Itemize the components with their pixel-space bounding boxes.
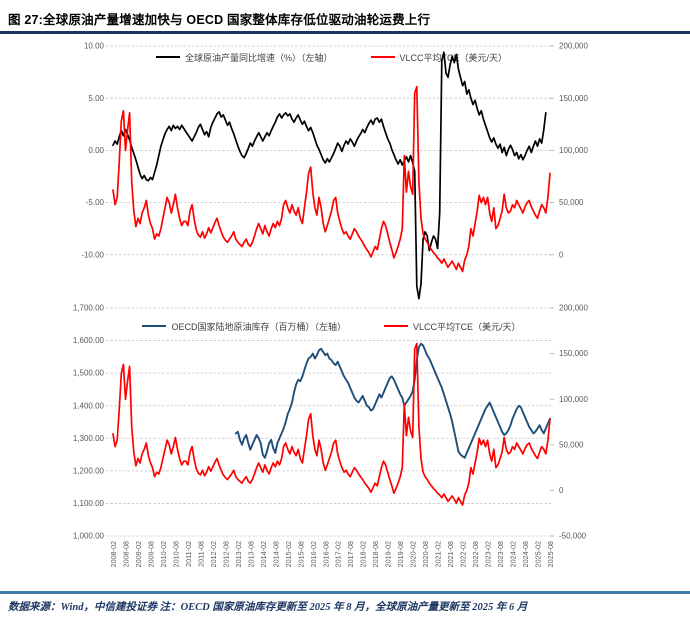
y-axis-label-right: 100,000 xyxy=(559,146,588,155)
x-axis-label: 2014-02 xyxy=(259,541,268,567)
x-axis-label: 2010-08 xyxy=(171,541,180,567)
y-axis-label-right: 150,000 xyxy=(559,94,588,103)
series-line-production-yoy-pct xyxy=(112,51,547,300)
x-axis-label: 2018-08 xyxy=(371,541,380,567)
legend-item-production-growth: 全球原油产量同比增速（%）（左轴） xyxy=(155,51,333,64)
y-axis-label-left: 5.00 xyxy=(88,94,104,103)
source-note: 数据来源：Wind，中信建投证券 注：OECD 国家原油库存更新至 2025 年… xyxy=(8,602,528,613)
series-line-vlcc-tce-usd-day xyxy=(112,342,551,506)
legend-item-vlcc-tce-top: VLCC平均TCE（美元/天） xyxy=(370,51,508,64)
series-line-oecd-land-crude-inventory-mb xyxy=(234,342,551,459)
y-axis-label-left: 1,100.00 xyxy=(73,499,105,508)
x-axis-label: 2015-08 xyxy=(296,541,305,567)
legend-top-chart: 全球原油产量同比增速（%）（左轴） VLCC平均TCE（美元/天） xyxy=(113,50,550,64)
y-axis-label-left: 1,300.00 xyxy=(73,434,105,443)
series-line-vlcc-tce-usd-day xyxy=(112,85,551,273)
y-axis-label-right: -50,000 xyxy=(559,532,587,541)
x-axis-label: 2024-08 xyxy=(521,541,530,567)
y-axis-label-right: 200,000 xyxy=(559,304,588,313)
legend-line-oecd-inventory xyxy=(142,324,167,328)
legend-label-production-growth: 全球原油产量同比增速（%）（左轴） xyxy=(184,52,333,63)
legend-item-vlcc-tce-bottom: VLCC平均TCE（美元/天） xyxy=(384,320,521,333)
x-axis-label: 2020-02 xyxy=(409,541,418,567)
y-axis-label-left: 0.00 xyxy=(88,146,104,155)
footer-divider xyxy=(0,591,690,594)
x-axis-label: 2025-02 xyxy=(534,541,543,567)
x-axis-label: 2023-08 xyxy=(496,541,505,567)
legend-label-vlcc-tce-top: VLCC平均TCE（美元/天） xyxy=(399,52,508,63)
y-axis-label-left: 10.00 xyxy=(84,42,105,51)
x-axis-label: 2019-02 xyxy=(384,541,393,567)
legend-label-vlcc-tce-bottom: VLCC平均TCE（美元/天） xyxy=(413,321,521,332)
y-axis-label-left: 1,600.00 xyxy=(73,336,105,345)
x-axis-label: 2024-02 xyxy=(509,541,518,567)
legend-line-production-growth xyxy=(155,55,180,59)
x-axis-label: 2017-02 xyxy=(334,541,343,567)
x-axis-label: 2013-02 xyxy=(234,541,243,567)
x-axis-label: 2011-08 xyxy=(196,541,205,567)
x-axis-label: 2018-02 xyxy=(359,541,368,567)
x-axis-label: 2022-08 xyxy=(471,541,480,567)
y-axis-label-right: 100,000 xyxy=(559,395,588,404)
y-axis-label-right: 150,000 xyxy=(559,349,588,358)
x-axis-label: 2012-08 xyxy=(221,541,230,567)
y-axis-label-left: 1,500.00 xyxy=(73,369,105,378)
x-axis-label: 2022-02 xyxy=(459,541,468,567)
x-axis-label: 2009-02 xyxy=(134,541,143,567)
figure-title: 图 27:全球原油产量增速加快与 OECD 国家整体库存低位驱动油轮运费上行 xyxy=(8,13,431,27)
x-axis-label: 2021-08 xyxy=(446,541,455,567)
legend-line-vlcc-tce-bottom xyxy=(384,324,408,328)
x-axis-label: 2010-02 xyxy=(159,541,168,567)
x-axis-label: 2019-08 xyxy=(396,541,405,567)
y-axis-label-right: 0 xyxy=(559,486,564,495)
x-axis-label: 2025-08 xyxy=(546,541,555,567)
y-axis-label-left: 1,000.00 xyxy=(73,532,105,541)
title-divider xyxy=(0,31,690,34)
x-axis-label: 2011-02 xyxy=(184,541,193,567)
y-axis-label-left: -10.00 xyxy=(81,250,104,259)
x-axis-label: 2021-02 xyxy=(434,541,443,567)
y-axis-label-right: 50,000 xyxy=(559,198,584,207)
legend-label-oecd-inventory: OECD国家陆地原油库存（百万桶）（左轴） xyxy=(171,321,346,332)
x-axis-label: 2023-02 xyxy=(484,541,493,567)
x-axis-label: 2008-08 xyxy=(121,541,130,567)
x-axis-label: 2017-08 xyxy=(346,541,355,567)
x-axis-label: 2013-08 xyxy=(246,541,255,567)
legend-line-vlcc-tce-top xyxy=(370,55,395,59)
y-axis-label-right: 50,000 xyxy=(559,440,584,449)
x-axis-label: 2015-02 xyxy=(284,541,293,567)
legend-item-oecd-inventory: OECD国家陆地原油库存（百万桶）（左轴） xyxy=(142,320,346,333)
y-axis-label-left: -5.00 xyxy=(86,198,105,207)
legend-bottom-chart: OECD国家陆地原油库存（百万桶）（左轴） VLCC平均TCE（美元/天） xyxy=(113,319,550,333)
y-axis-label-left: 1,200.00 xyxy=(73,466,105,475)
x-axis-label: 2012-02 xyxy=(209,541,218,567)
x-axis-label: 2009-08 xyxy=(146,541,155,567)
x-axis-label: 2020-08 xyxy=(421,541,430,567)
y-axis-label-left: 1,400.00 xyxy=(73,401,105,410)
x-axis-label: 2016-08 xyxy=(321,541,330,567)
x-axis-label: 2008-02 xyxy=(109,541,118,567)
y-axis-label-right: 200,000 xyxy=(559,42,588,51)
y-axis-label-left: 1,700.00 xyxy=(73,304,105,313)
x-axis-label: 2016-02 xyxy=(309,541,318,567)
y-axis-label-right: 0 xyxy=(559,250,564,259)
x-axis-label: 2014-08 xyxy=(271,541,280,567)
